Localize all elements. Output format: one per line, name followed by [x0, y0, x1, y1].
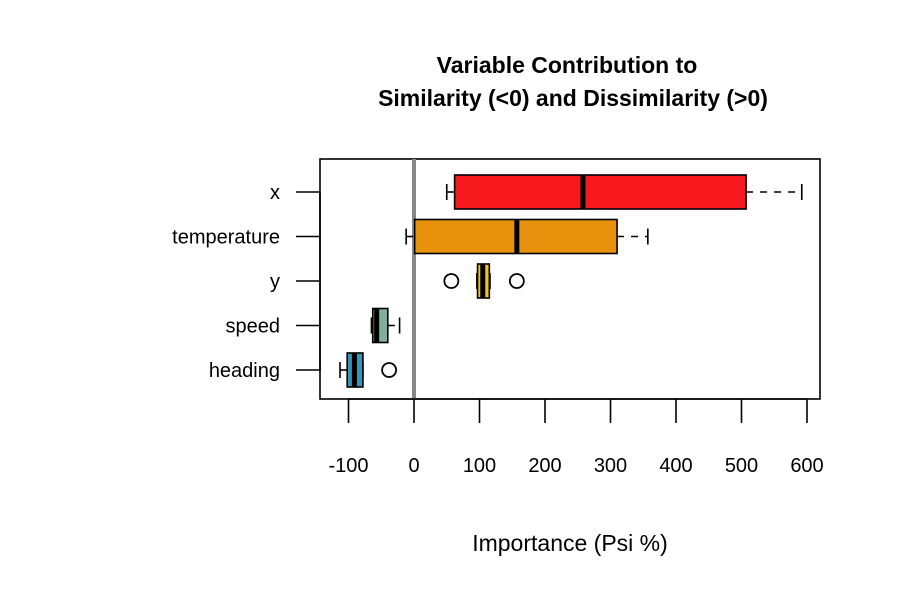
- x-tick-label-400: 400: [659, 455, 692, 477]
- x-tick-label-600: 600: [790, 455, 823, 477]
- y-tick-label-heading: heading: [209, 360, 280, 382]
- y-tick-label-speed: speed: [226, 316, 281, 338]
- box-x: [453, 174, 747, 210]
- outlier-y-0: [443, 273, 460, 289]
- x-tick-label-100: 100: [463, 455, 496, 477]
- x-tick-label-0: 0: [408, 455, 419, 477]
- x-tick-label--100: -100: [328, 455, 368, 477]
- outlier-heading-0: [381, 362, 398, 378]
- plot-area: -100 0 100 200 300 400 500 600 x temperature y spee…: [172, 158, 824, 477]
- x-axis-label: Importance (Psi %): [472, 530, 668, 556]
- y-tick-label-y: y: [270, 271, 280, 293]
- x-tick-label-300: 300: [594, 455, 627, 477]
- y-tick-label-x: x: [270, 182, 280, 204]
- x-tick-label-200: 200: [528, 455, 561, 477]
- y-tick-label-temperature: temperature: [172, 227, 280, 249]
- chart-title-line1: Variable Contribution to: [437, 52, 698, 78]
- x-tick-label-500: 500: [725, 455, 758, 477]
- outlier-y-1: [508, 273, 525, 289]
- chart-title-line2: Similarity (<0) and Dissimilarity (>0): [378, 85, 768, 111]
